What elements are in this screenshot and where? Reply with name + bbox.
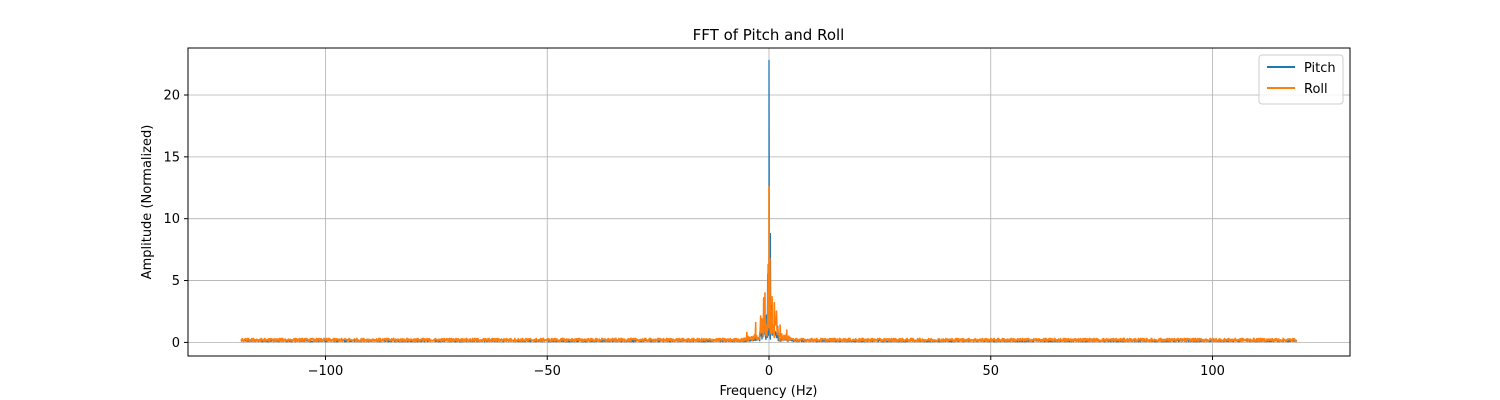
x-tick-label: 100 xyxy=(1200,364,1225,379)
y-tick-label: 5 xyxy=(172,274,180,289)
x-tick-label: −50 xyxy=(534,364,561,379)
y-tick-label: 0 xyxy=(172,336,180,351)
series-layer xyxy=(240,59,1298,343)
chart-title: FFT of Pitch and Roll xyxy=(693,26,845,44)
y-axis-label: Amplitude (Normalized) xyxy=(140,125,155,280)
y-tick-label: 10 xyxy=(163,212,180,227)
x-tick-label: 0 xyxy=(765,364,773,379)
x-axis-label: Frequency (Hz) xyxy=(719,384,817,399)
legend-pitch-label: Pitch xyxy=(1304,61,1336,76)
legend: Pitch Roll xyxy=(1258,54,1344,105)
y-tick-label: 20 xyxy=(163,89,180,104)
y-axis-ticks: 0 5 10 15 20 xyxy=(163,89,188,351)
x-tick-label: 50 xyxy=(982,364,999,379)
y-tick-label: 15 xyxy=(163,150,180,165)
series-roll-line xyxy=(240,185,1298,343)
legend-roll-label: Roll xyxy=(1304,82,1328,97)
x-axis-ticks: −100 −50 0 50 100 xyxy=(308,356,1225,379)
x-tick-label: −100 xyxy=(308,364,344,379)
